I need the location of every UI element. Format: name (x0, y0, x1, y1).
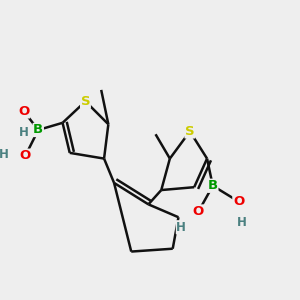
Text: H: H (236, 217, 246, 230)
Text: B: B (33, 124, 43, 136)
Text: O: O (193, 205, 204, 218)
Text: H: H (176, 221, 186, 234)
Text: H: H (0, 148, 9, 161)
Text: S: S (185, 125, 195, 138)
Text: O: O (18, 105, 30, 118)
Text: H: H (19, 126, 29, 139)
Text: O: O (233, 195, 244, 208)
Text: B: B (208, 179, 218, 192)
Text: O: O (20, 149, 31, 162)
Text: S: S (81, 95, 90, 108)
